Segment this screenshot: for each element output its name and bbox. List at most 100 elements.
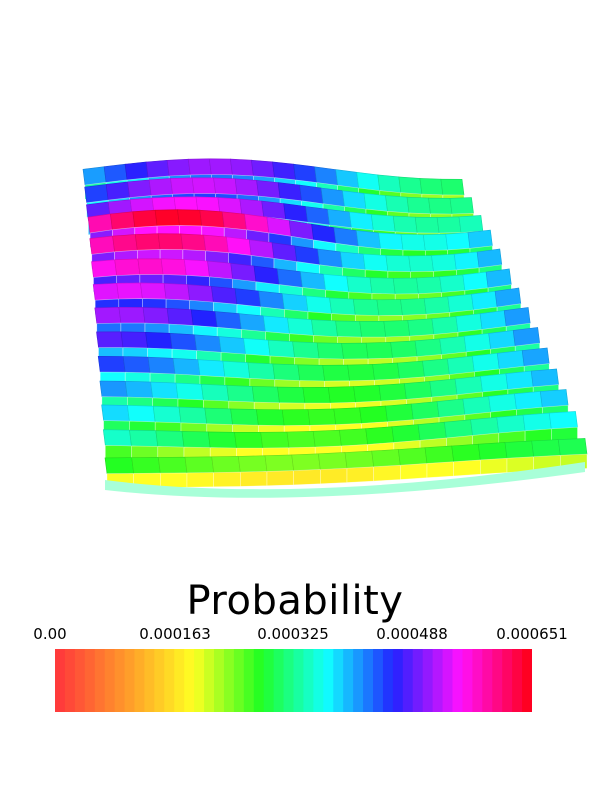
surface-cell xyxy=(422,233,449,251)
surface-cell xyxy=(177,209,203,227)
surface-cell xyxy=(203,234,229,254)
surface-cell xyxy=(291,453,321,471)
surface-cell xyxy=(104,457,135,474)
colorbar-band xyxy=(253,649,265,712)
surface-cell xyxy=(467,229,493,249)
surface-cell xyxy=(317,452,348,470)
surface-cell xyxy=(134,233,161,251)
surface-cell xyxy=(201,383,230,402)
surface-cell xyxy=(400,233,426,251)
surface-cell xyxy=(211,286,238,305)
colorbar-title: Probability xyxy=(186,578,404,624)
surface-cell xyxy=(424,445,455,464)
surface-cell xyxy=(118,306,146,324)
surface-cell xyxy=(302,386,331,404)
colorbar-band xyxy=(462,649,473,712)
surface-cell xyxy=(261,200,287,220)
surface-cell xyxy=(300,271,326,291)
surface-cell xyxy=(99,380,128,398)
surface-cell xyxy=(414,216,440,234)
surface-cell xyxy=(305,295,332,314)
surface-cell xyxy=(208,158,233,176)
colorbar-band xyxy=(104,649,116,712)
surface-cell xyxy=(142,307,170,325)
surface-cell xyxy=(390,340,418,359)
surface-cell xyxy=(204,407,233,425)
surface-cell xyxy=(496,414,526,434)
surface-cell xyxy=(281,293,309,313)
colorbar-band xyxy=(164,649,175,712)
surface-cell xyxy=(383,320,411,338)
surface-cell xyxy=(323,273,350,293)
surface-cell xyxy=(416,276,443,295)
surface-cell xyxy=(359,320,387,338)
surface-cell xyxy=(311,319,338,337)
colorbar-band xyxy=(522,649,532,712)
colorbar-tick-label: 0.000325 xyxy=(257,625,329,643)
surface-cell xyxy=(353,384,382,403)
colorbar-band xyxy=(343,649,354,712)
surface-cell xyxy=(316,342,344,360)
surface-cell xyxy=(191,177,216,194)
surface-cell xyxy=(327,386,356,404)
surface-cell xyxy=(422,358,450,378)
surface-cell xyxy=(431,253,457,272)
surface-cell xyxy=(101,404,130,422)
surface-cell xyxy=(272,161,296,181)
surface-cell xyxy=(439,335,467,355)
surface-cell xyxy=(340,251,366,271)
surface-cell xyxy=(277,182,302,202)
colorbar-band xyxy=(184,649,195,712)
surface-cell xyxy=(293,163,317,183)
surface-cell xyxy=(230,408,259,426)
surface-cell xyxy=(160,258,187,276)
surface-cell xyxy=(436,398,466,418)
surface-cell xyxy=(370,214,396,233)
surface-cell xyxy=(260,431,290,449)
surface-cell xyxy=(116,282,143,300)
surface-cell xyxy=(414,338,443,357)
surface-cell xyxy=(237,455,268,473)
surface-cell xyxy=(471,352,500,373)
colorbar-band xyxy=(482,649,493,712)
surface-cell xyxy=(112,234,138,253)
surface-cell xyxy=(157,456,188,474)
surface-cell xyxy=(504,440,535,459)
surface-cell xyxy=(230,158,254,177)
surface-cell xyxy=(385,403,414,423)
surface-cell xyxy=(122,356,151,374)
surface-cell xyxy=(342,190,367,210)
surface-cell xyxy=(447,293,474,313)
surface-cell xyxy=(371,449,401,468)
colorbar-tick-label: 0.00 xyxy=(33,625,67,643)
surface-cell xyxy=(172,357,201,376)
surface-cell xyxy=(440,178,465,196)
surface-cell xyxy=(322,364,350,382)
surface-cell xyxy=(365,426,395,445)
surface-cell xyxy=(281,409,311,426)
surface-cell xyxy=(408,255,434,273)
surface-cell xyxy=(369,277,396,295)
surface-cell xyxy=(400,298,427,316)
surface-cell xyxy=(157,233,184,250)
colorbar-band xyxy=(263,649,275,712)
colorbar-band xyxy=(223,649,235,712)
surface-cell xyxy=(531,439,561,458)
surface-cell xyxy=(263,315,290,335)
surface-cell xyxy=(251,386,280,404)
colorbar-band xyxy=(214,649,225,712)
surface-cell xyxy=(131,457,161,474)
surface-cell xyxy=(480,373,509,393)
surface-cell xyxy=(423,296,451,315)
colorbar-band xyxy=(124,649,136,712)
surface-cell xyxy=(419,178,444,196)
surface-cell xyxy=(428,197,453,215)
surface-cell xyxy=(453,251,480,271)
surface-cell xyxy=(152,405,182,424)
surface-cell xyxy=(530,368,559,388)
colorbar-band xyxy=(353,649,364,712)
surface-cell xyxy=(407,318,435,337)
surface-cell xyxy=(178,406,208,425)
surface-cell xyxy=(431,316,459,335)
